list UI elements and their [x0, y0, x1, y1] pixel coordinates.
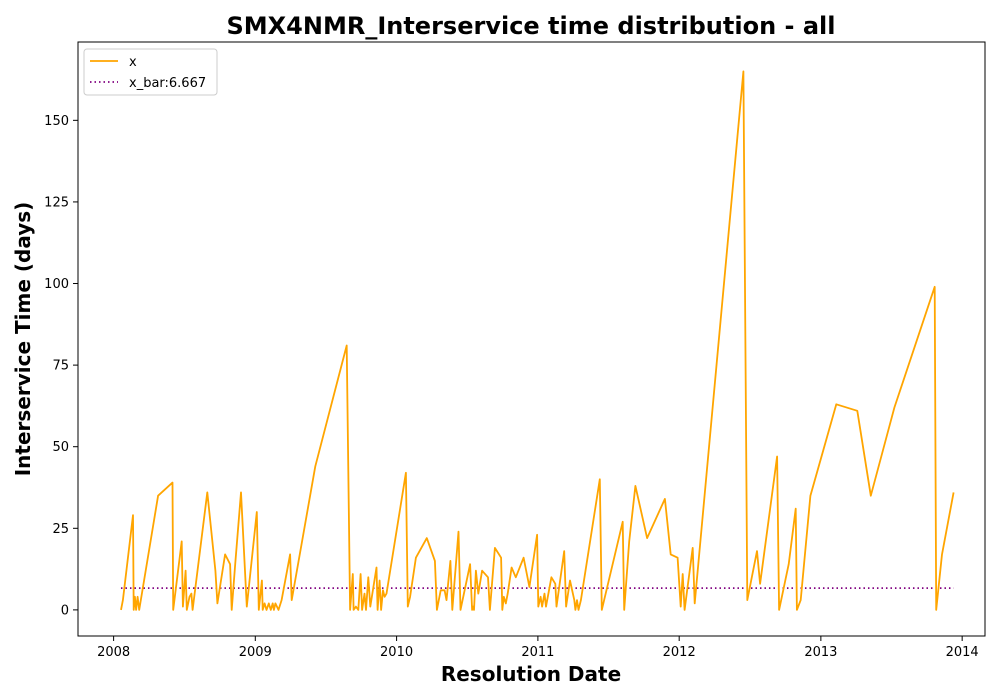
legend-label-mean: x_bar:6.667 — [129, 76, 206, 91]
y-axis: 0 25 50 75 100 125 150 — [44, 114, 78, 618]
y-tick-label: 25 — [52, 522, 69, 537]
y-tick-label: 0 — [61, 603, 69, 618]
chart-title: SMX4NMR_Interservice time distribution -… — [227, 12, 836, 40]
x-axis: 2008 2009 2010 2011 2012 2013 2014 — [97, 636, 979, 660]
series-line-x — [120, 70, 955, 611]
y-tick-label: 75 — [52, 359, 69, 374]
x-axis-title: Resolution Date — [441, 662, 621, 686]
y-tick-label: 125 — [44, 195, 69, 210]
plot-background — [78, 42, 985, 636]
x-tick-label: 2008 — [97, 645, 130, 660]
plot-area — [77, 41, 986, 637]
plot-frame — [77, 41, 986, 637]
data-layer — [120, 70, 955, 611]
y-tick-label: 50 — [52, 440, 69, 455]
y-tick-label: 150 — [44, 114, 69, 129]
legend-label-x: x — [129, 55, 137, 70]
x-tick-label: 2009 — [239, 645, 272, 660]
y-tick-label: 100 — [44, 277, 69, 292]
legend: x x_bar:6.667 — [83, 48, 218, 96]
x-tick-label: 2010 — [380, 645, 413, 660]
y-axis-title: Interservice Time (days) — [11, 202, 35, 477]
x-tick-label: 2014 — [946, 645, 979, 660]
x-tick-label: 2013 — [804, 645, 837, 660]
x-tick-label: 2011 — [521, 645, 554, 660]
x-tick-label: 2012 — [663, 645, 696, 660]
